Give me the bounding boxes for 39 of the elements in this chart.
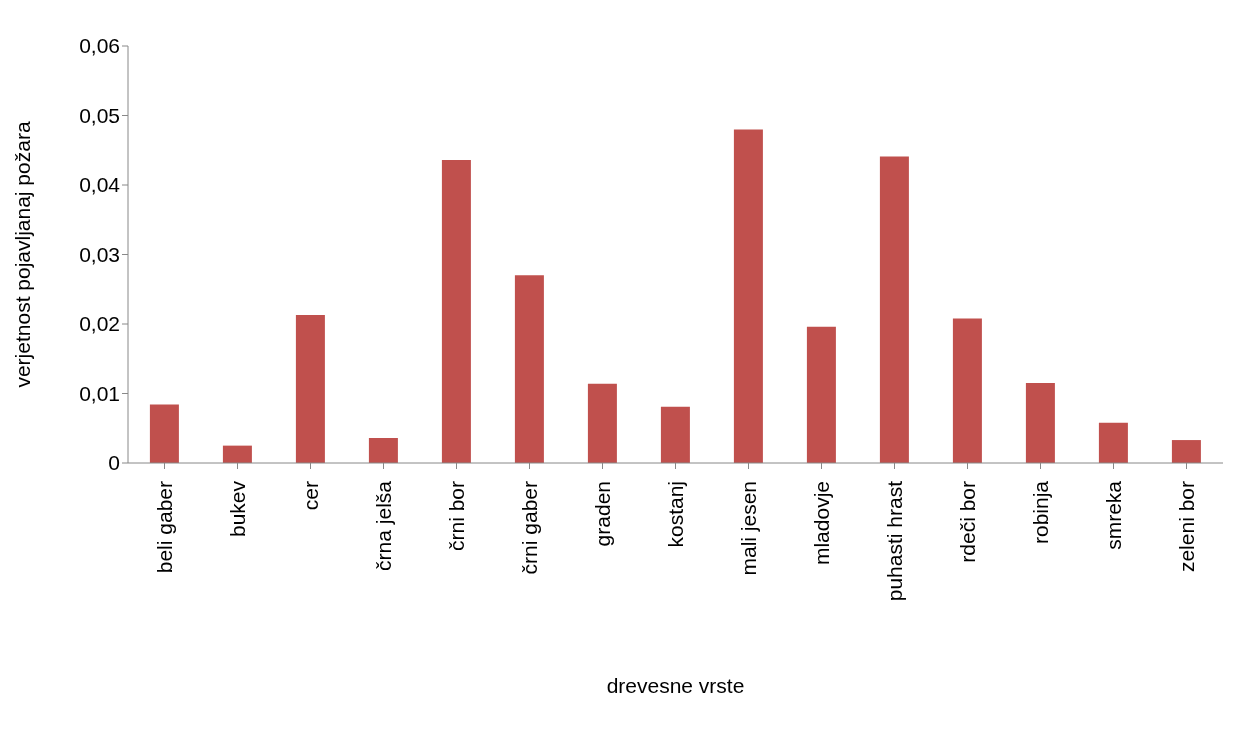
y-tick-label: 0,02 [79, 312, 120, 336]
x-tick-label: beli gaber [152, 480, 176, 574]
y-tick-label: 0 [108, 451, 120, 475]
x-tick-label: cer [298, 481, 322, 511]
x-axis-title: drevesne vrste [606, 674, 745, 697]
bar [368, 437, 398, 463]
bar [1025, 383, 1055, 463]
bar [879, 156, 909, 463]
bar [806, 326, 836, 463]
bar [222, 445, 252, 463]
x-tick-label: bukev [225, 480, 249, 538]
y-tick-label: 0,06 [79, 34, 120, 58]
x-tick-label: robinja [1028, 480, 1052, 545]
y-tick-label: 0,01 [79, 381, 120, 405]
x-tick-label: črna jelša [371, 480, 395, 571]
x-tick-label: smreka [1101, 480, 1125, 550]
bar [660, 406, 690, 463]
x-tick-label: mladovje [809, 481, 833, 566]
y-tick-label: 0,05 [79, 103, 120, 127]
y-tick-label: 0,04 [79, 173, 121, 197]
bar [733, 129, 763, 463]
x-tick-label: mali jesen [736, 481, 760, 576]
bar [1171, 440, 1201, 463]
y-tick-label: 0,03 [79, 242, 120, 266]
bar [295, 314, 325, 463]
x-tick-label: puhasti hrast [882, 480, 906, 602]
x-tick-label: rdeči bor [955, 480, 979, 563]
bar [514, 275, 544, 463]
x-tick-label: zeleni bor [1174, 481, 1198, 573]
bar [1098, 422, 1128, 463]
bar [952, 318, 982, 463]
bar [149, 404, 179, 463]
y-axis-title: verjetnost pojavljanaj požara [11, 121, 35, 388]
x-tick-label: črni bor [444, 481, 468, 552]
x-tick-label: črni gaber [517, 481, 541, 575]
x-tick-label: graden [590, 481, 614, 547]
bar [441, 159, 471, 463]
bar [587, 383, 617, 463]
x-tick-label: kostanj [663, 481, 687, 548]
